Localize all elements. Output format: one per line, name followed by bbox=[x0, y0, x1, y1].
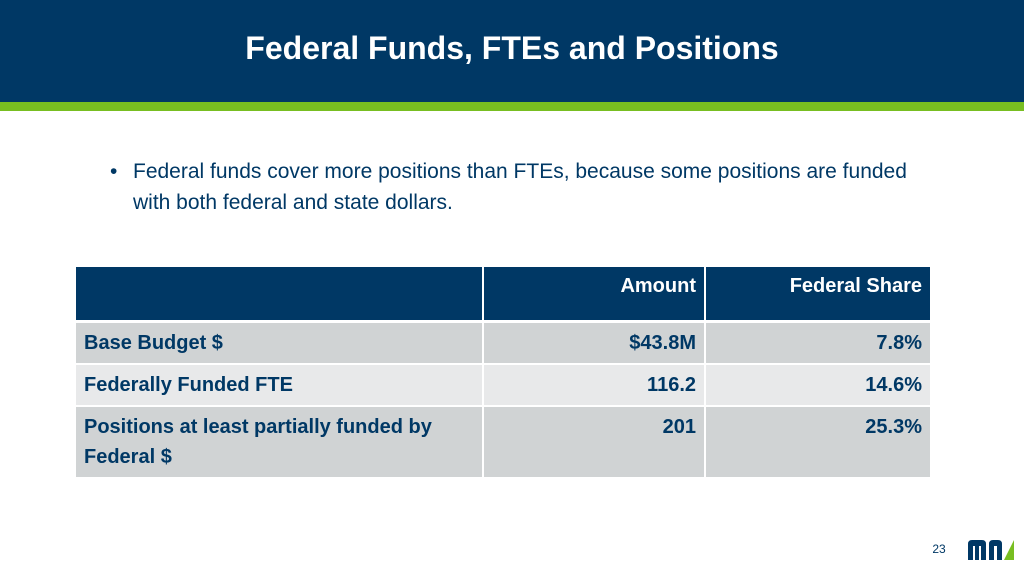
funding-table: Amount Federal Share Base Budget $ $43.8… bbox=[76, 267, 930, 479]
title-bar: Federal Funds, FTEs and Positions bbox=[0, 0, 1024, 102]
header-label-column bbox=[76, 267, 484, 323]
bullet-marker: • bbox=[110, 160, 118, 183]
row-amount: 201 bbox=[483, 405, 706, 479]
table-header-row: Amount Federal Share bbox=[76, 267, 930, 323]
mn-state-logo-icon bbox=[968, 540, 1014, 560]
page-number: 23 bbox=[932, 542, 946, 556]
row-amount: $43.8M bbox=[483, 321, 706, 365]
slide-title: Federal Funds, FTEs and Positions bbox=[245, 30, 779, 66]
row-federal-share: 25.3% bbox=[705, 405, 930, 479]
row-amount: 116.2 bbox=[483, 363, 706, 407]
header-amount: Amount bbox=[483, 267, 706, 323]
header-federal-share: Federal Share bbox=[705, 267, 930, 323]
table-row: Positions at least partially funded by F… bbox=[76, 405, 930, 479]
row-label: Base Budget $ bbox=[76, 321, 484, 365]
row-label: Federally Funded FTE bbox=[76, 363, 484, 407]
row-federal-share: 7.8% bbox=[705, 321, 930, 365]
table-row: Base Budget $ $43.8M 7.8% bbox=[76, 321, 930, 365]
bullet-point: • Federal funds cover more positions tha… bbox=[110, 156, 930, 218]
table-row: Federally Funded FTE 116.2 14.6% bbox=[76, 363, 930, 407]
bullet-text: Federal funds cover more positions than … bbox=[133, 160, 907, 214]
row-label: Positions at least partially funded by F… bbox=[76, 405, 484, 479]
row-federal-share: 14.6% bbox=[705, 363, 930, 407]
title-bar-accent-stripe bbox=[0, 102, 1024, 111]
